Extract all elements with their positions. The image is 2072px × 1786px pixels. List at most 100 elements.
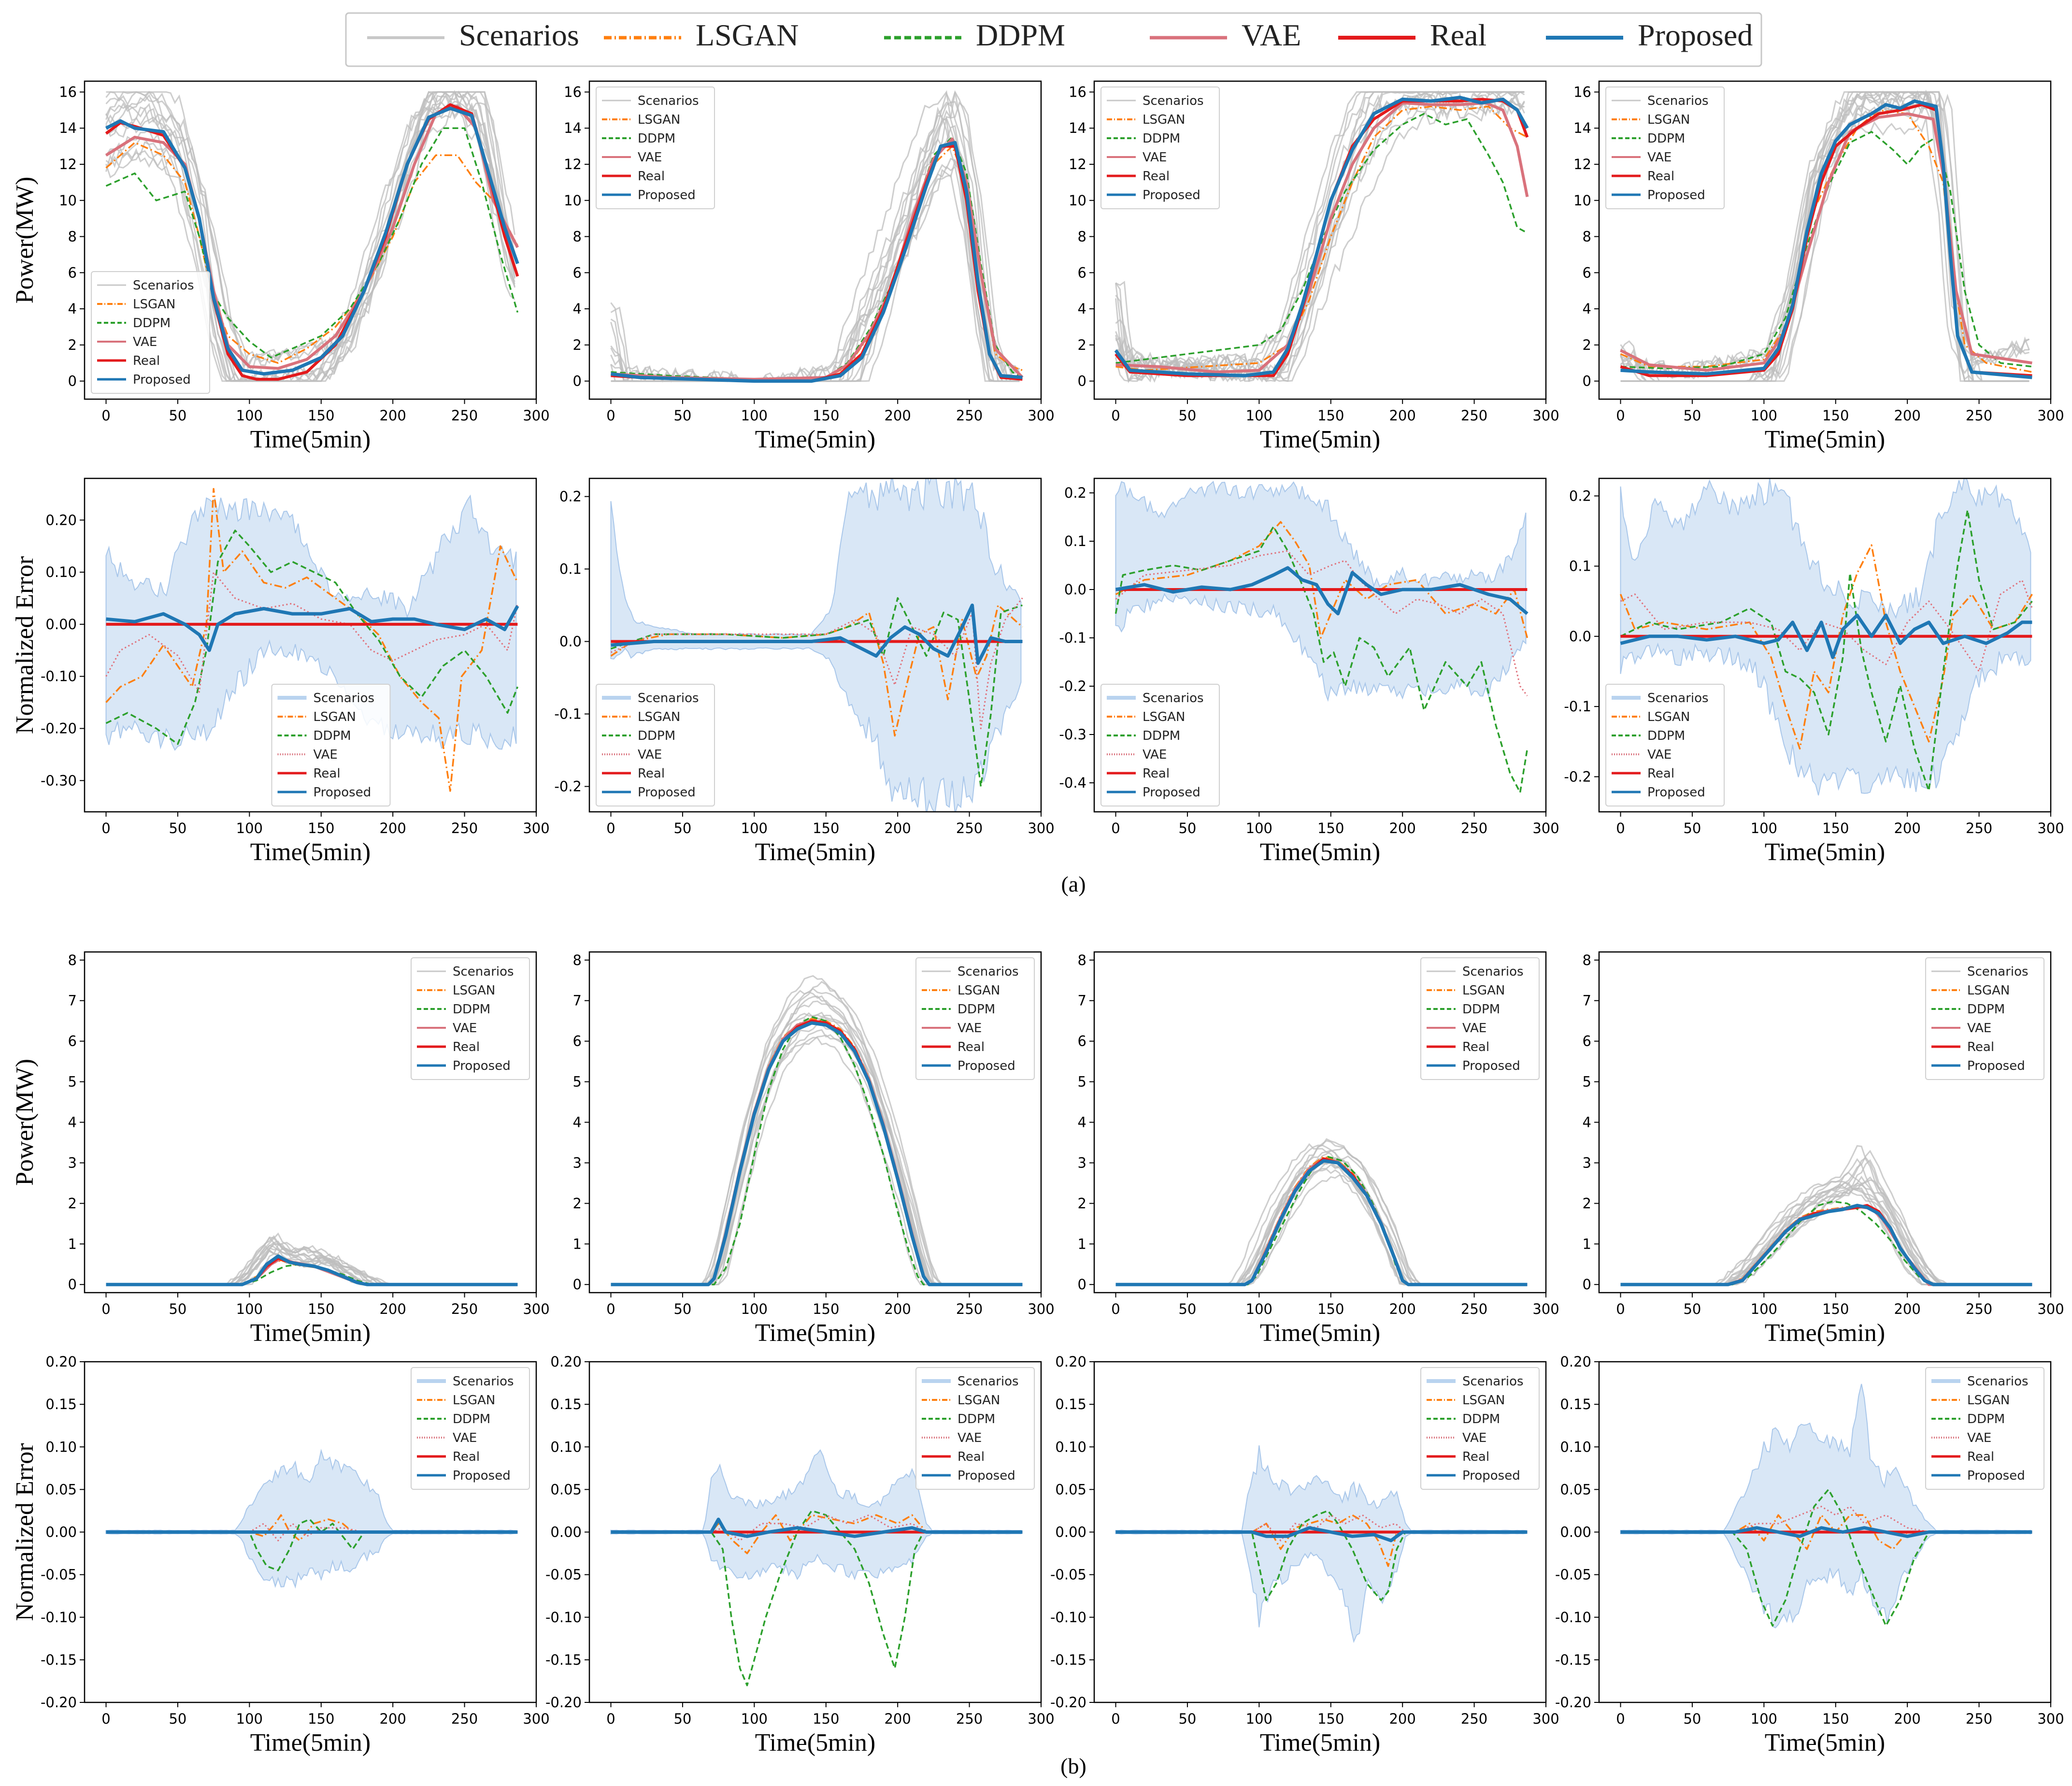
x-tick-label: 150: [308, 1711, 334, 1727]
plot-area: [105, 89, 519, 383]
ddpm-line: [1620, 509, 2033, 792]
y-tick-label: -0.15: [1555, 1652, 1591, 1668]
x-tick-label: 250: [956, 407, 983, 424]
panel-a-error-1: 0 50 100 150 200 250 300 -0.30 -0.20 -0.10 0.00 0.1…: [11, 477, 550, 866]
y-tick-label: 0.20: [45, 1354, 77, 1370]
vae-line: [1620, 1205, 2032, 1286]
panel-legend-label: DDPM: [1647, 729, 1685, 743]
legend-label-lsgan: LSGAN: [696, 18, 799, 52]
x-tick-label: 250: [1966, 820, 1992, 836]
scenario-line: [1115, 1155, 1525, 1285]
panel-legend-label: LSGAN: [133, 297, 175, 312]
y-tick-label: 8: [1583, 229, 1591, 245]
plot-area: [1115, 1138, 1528, 1286]
x-tick-label: 200: [1894, 1711, 1920, 1727]
y-tick-label: 0.20: [1560, 1354, 1591, 1370]
panel-legend-label: Proposed: [133, 373, 191, 387]
legend-label-proposed: Proposed: [1638, 18, 1753, 52]
panel-legend-label: Proposed: [957, 1059, 1015, 1073]
y-tick-label: 1: [1583, 1236, 1591, 1252]
x-tick-label: 50: [1178, 407, 1196, 424]
y-tick-label: 2: [68, 337, 77, 353]
y-tick-label: 0.0: [1569, 628, 1591, 645]
panel-legend-label: Real: [1967, 1450, 1994, 1464]
x-tick-label: 0: [606, 820, 615, 836]
panel-legend-label: LSGAN: [1462, 983, 1505, 998]
lsgan-line: [1620, 1204, 2032, 1285]
y-tick-label: -0.10: [1555, 1609, 1591, 1626]
x-tick-label: 100: [741, 1711, 768, 1727]
panel-legend-frame: [596, 684, 715, 807]
x-tick-label: 200: [379, 820, 406, 836]
y-tick-label: 12: [1573, 156, 1591, 173]
x-tick-label: 200: [379, 1301, 406, 1317]
y-tick-label: 0.10: [45, 1439, 77, 1455]
x-axis-label: Time(5min): [755, 1729, 875, 1757]
y-tick-label: 4: [68, 1114, 77, 1131]
panel-a-power-3: 0 50 100 150 200 250 300 0 2 4 6 8 10 12 14 16 Time(5min…: [1069, 80, 1559, 453]
panel-legend: Scenarios LSGAN DDPM VAE Real Proposed: [915, 1367, 1035, 1490]
panel-legend-label: VAE: [957, 1021, 982, 1036]
proposed-line: [1620, 613, 2032, 659]
panel-legend-label: VAE: [133, 335, 157, 349]
panel-legend-label: Scenarios: [314, 691, 375, 706]
y-tick-label: 0.15: [550, 1396, 582, 1412]
y-axis-label: Power(MW): [11, 1059, 39, 1186]
x-tick-label: 300: [1028, 1711, 1054, 1727]
panel-legend-label: Real: [133, 354, 160, 368]
x-tick-label: 300: [1028, 407, 1054, 424]
x-tick-label: 100: [236, 1711, 263, 1727]
panel-legend-label: Real: [638, 169, 665, 184]
panel-legend-label: Scenarios: [1967, 965, 2029, 979]
y-tick-label: 14: [59, 120, 77, 136]
x-tick-label: 0: [101, 1711, 110, 1727]
y-tick-label: 3: [1583, 1154, 1591, 1171]
y-tick-label: 0: [68, 373, 77, 389]
x-tick-label: 150: [1317, 407, 1344, 424]
y-tick-label: 0: [68, 1276, 77, 1293]
x-tick-label: 50: [1178, 1301, 1196, 1317]
panel-legend-frame: [91, 271, 210, 394]
real-line: [1620, 1204, 2032, 1286]
x-tick-label: 150: [308, 820, 334, 836]
panel-legend-label: Real: [1462, 1040, 1489, 1054]
y-tick-label: -0.2: [554, 778, 582, 795]
panel-legend-label: VAE: [638, 748, 662, 762]
panel-legend-frame: [1100, 86, 1220, 209]
x-axis-label: Time(5min): [755, 1319, 875, 1347]
x-tick-label: 100: [1246, 820, 1272, 836]
y-axis-label: Normalized Error: [11, 1443, 39, 1621]
caption-b: (b): [1060, 1754, 1086, 1778]
x-tick-label: 50: [1683, 407, 1701, 424]
panel-b-power-3: 0 50 100 150 200 250 300 0 1 2 3 4 5 6 7 8 Time(5min) Sce…: [1078, 951, 1559, 1347]
panel-legend-label: LSGAN: [638, 113, 680, 127]
caption-a: (a): [1061, 872, 1086, 896]
x-axis-label: Time(5min): [250, 838, 371, 866]
y-tick-label: 4: [1583, 1114, 1591, 1131]
x-tick-label: 0: [1616, 1301, 1625, 1317]
panel-legend: Scenarios LSGAN DDPM VAE Real Proposed: [411, 1367, 530, 1490]
axes-frame: [1093, 80, 1547, 400]
plot-area: [610, 478, 1023, 812]
x-tick-label: 50: [169, 407, 186, 424]
x-tick-label: 300: [523, 407, 549, 424]
y-tick-label: 0: [1583, 1276, 1591, 1293]
panel-legend-label: Proposed: [957, 1469, 1015, 1483]
x-tick-label: 300: [1028, 820, 1054, 836]
y-tick-label: 4: [1078, 301, 1086, 317]
panel-legend: Scenarios LSGAN DDPM VAE Real Proposed: [91, 271, 210, 394]
y-tick-label: 0.00: [550, 1524, 582, 1541]
scenario-line: [1620, 1171, 2029, 1285]
panel-legend-label: Real: [1143, 169, 1170, 184]
x-tick-label: 200: [884, 407, 911, 424]
x-tick-label: 150: [1822, 1711, 1849, 1727]
top-legend: Scenarios LSGAN DDPM VAE Real Proposed: [345, 12, 1762, 67]
panel-legend-label: LSGAN: [1143, 710, 1185, 724]
y-tick-label: 10: [1573, 192, 1591, 209]
panel-legend-frame: [1605, 684, 1725, 807]
y-tick-label: 4: [68, 301, 77, 317]
panel-b-error-1: 0 50 100 150 200 250 300 -0.20 -0.15 -0.10 -0.05 0.…: [11, 1354, 550, 1757]
y-tick-label: 0.00: [1055, 1524, 1086, 1541]
y-tick-label: 6: [1583, 264, 1591, 281]
panel-legend-frame: [1925, 957, 2044, 1080]
